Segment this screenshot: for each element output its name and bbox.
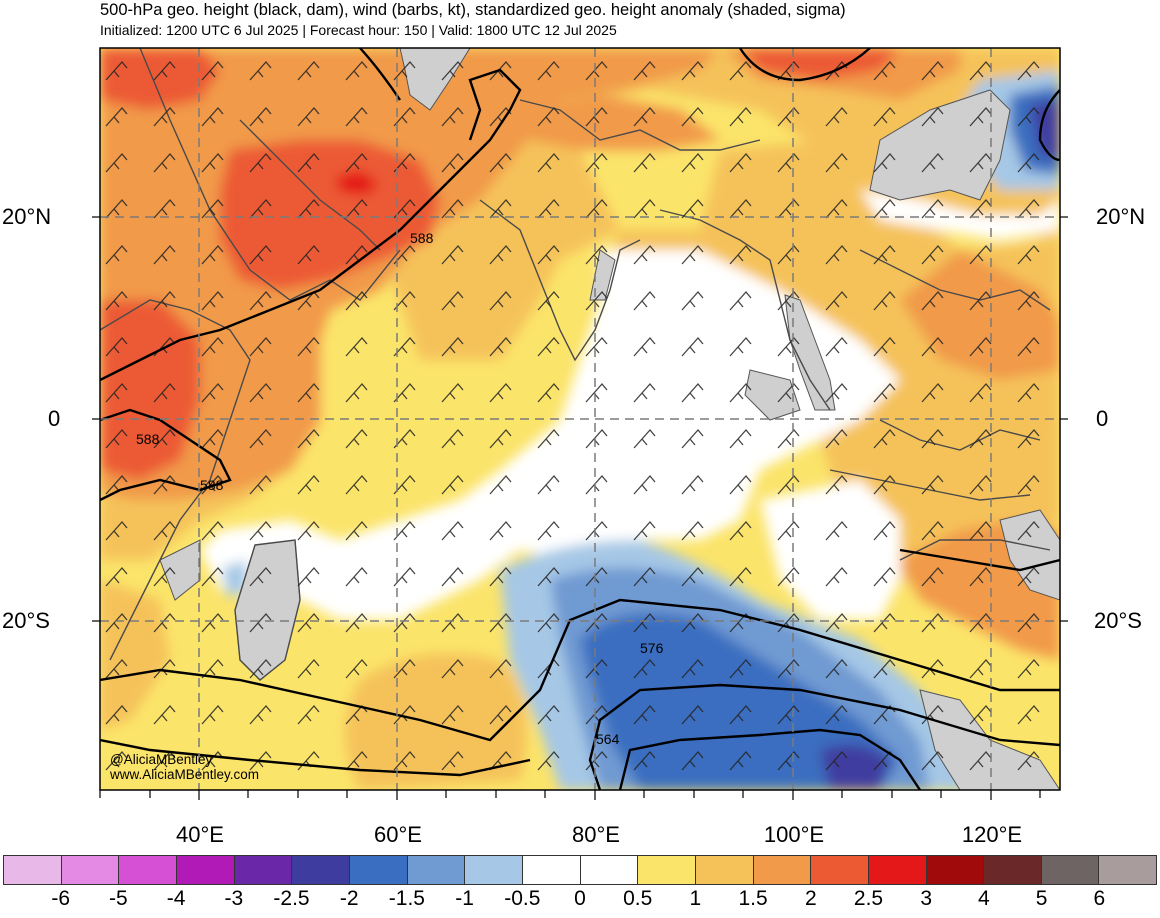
colorbar-swatch bbox=[348, 855, 407, 885]
lat-label-eq-left: 0 bbox=[48, 406, 61, 431]
colorbar-swatch bbox=[1098, 855, 1158, 885]
colorbar-tick-label: -4 bbox=[166, 887, 186, 910]
graticule bbox=[100, 48, 1060, 790]
lon-label-100e: 100°E bbox=[763, 822, 825, 847]
lat-label-20n-right: 20°N bbox=[1096, 204, 1146, 229]
colorbar-tick-label: -0.5 bbox=[504, 887, 541, 910]
contour-588-north bbox=[100, 68, 522, 382]
lat-label-20s-left: 20°S bbox=[2, 608, 50, 633]
colorbar-tick-label: 3 bbox=[920, 887, 933, 910]
contour-label: 588 bbox=[410, 230, 434, 246]
credit-handle: @AliciaMBentley bbox=[110, 752, 213, 767]
colorbar-swatch bbox=[118, 855, 176, 885]
map-subtitle: Initialized: 1200 UTC 6 Jul 2025 | Forec… bbox=[100, 22, 617, 38]
contour-label: 588 bbox=[136, 431, 160, 447]
lon-label-40e: 40°E bbox=[176, 822, 224, 847]
colorbar bbox=[3, 855, 1158, 885]
colorbar-tick-label: 0 bbox=[574, 887, 586, 910]
colorbar-swatch bbox=[694, 855, 753, 885]
colorbar-tick-label: 2.5 bbox=[853, 887, 884, 910]
colorbar-swatch bbox=[233, 855, 292, 885]
lat-label-20s-right: 20°S bbox=[1094, 608, 1142, 633]
height-contours bbox=[100, 48, 1060, 790]
colorbar-tick-label: 1.5 bbox=[738, 887, 768, 910]
anomaly-shading bbox=[100, 48, 1060, 790]
colorbar-tick-label: -1.5 bbox=[388, 887, 425, 910]
lon-label-80e: 80°E bbox=[572, 822, 620, 847]
contour-label: 564 bbox=[596, 731, 620, 747]
colorbar-tick-label: 6 bbox=[1093, 887, 1106, 910]
credit-website: www.AliciaMBentley.com bbox=[110, 767, 260, 782]
colorbar-swatch bbox=[1040, 855, 1099, 885]
contour-label: 588 bbox=[200, 477, 224, 493]
colorbar-swatch bbox=[752, 855, 811, 885]
lon-label-120e: 120°E bbox=[961, 822, 1023, 847]
colorbar-swatch bbox=[579, 855, 638, 885]
colorbar-tick-label: 5 bbox=[1035, 887, 1048, 910]
colorbar-tick-label: 4 bbox=[978, 887, 990, 910]
colorbar-tick-label: -5 bbox=[109, 887, 128, 910]
colorbar-tick-label: -1 bbox=[455, 887, 474, 910]
colorbar-tick-label: -6 bbox=[51, 887, 71, 910]
lat-label-eq-right: 0 bbox=[1096, 406, 1109, 431]
colorbar-swatch bbox=[464, 855, 522, 885]
colorbar-swatch bbox=[521, 855, 580, 885]
colorbar-swatch bbox=[291, 855, 349, 885]
contour-564 bbox=[618, 728, 921, 790]
colorbar-swatch bbox=[983, 855, 1041, 885]
contour-588-africa bbox=[100, 408, 232, 502]
colorbar-swatch bbox=[867, 855, 926, 885]
colorbar-swatch bbox=[60, 855, 119, 885]
colorbar-tick-label: -2 bbox=[339, 887, 359, 910]
lon-label-60e: 60°E bbox=[374, 822, 422, 847]
colorbar-swatch bbox=[3, 855, 61, 885]
lat-label-20n-left: 20°N bbox=[2, 204, 52, 229]
colorbar-swatch bbox=[175, 855, 234, 885]
colorbar-tick-label: -3 bbox=[224, 887, 244, 910]
colorbar-swatch bbox=[810, 855, 868, 885]
colorbar-swatch bbox=[925, 855, 984, 885]
colorbar-swatch bbox=[406, 855, 465, 885]
axis-ticks bbox=[92, 216, 1068, 800]
contour-label: 576 bbox=[640, 640, 664, 656]
map-title: 500-hPa geo. height (black, dam), wind (… bbox=[100, 1, 846, 19]
colorbar-tick-label: -2.5 bbox=[273, 887, 310, 910]
colorbar-tick-label: 2 bbox=[804, 887, 817, 910]
colorbar-swatch bbox=[637, 855, 695, 885]
contour-576 bbox=[100, 598, 1060, 742]
colorbar-tick-label: 1 bbox=[689, 887, 702, 910]
colorbar-tick-label: 0.5 bbox=[623, 887, 653, 910]
